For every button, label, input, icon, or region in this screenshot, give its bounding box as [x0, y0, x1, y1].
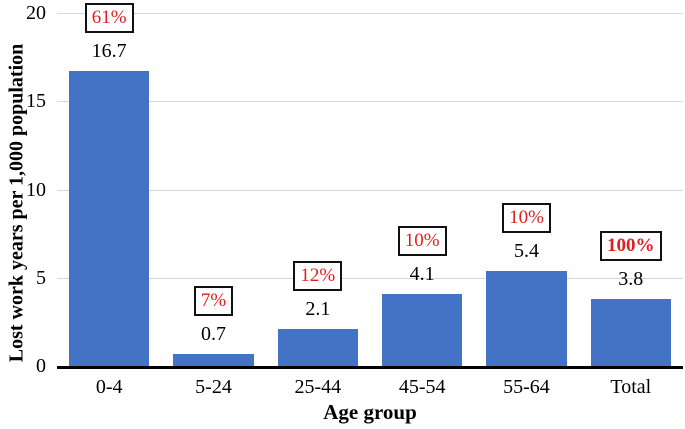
- bar-value-label: 3.8: [618, 267, 644, 290]
- annotation-box-wrap: 7%: [149, 285, 278, 316]
- bar-column: 3.8 100%: [579, 13, 683, 366]
- bar: [68, 71, 150, 366]
- x-tick-label: 45-54: [398, 376, 446, 398]
- annotation-box-wrap: 61%: [44, 3, 173, 34]
- gridline: [57, 101, 683, 103]
- annotation-box-wrap: 12%: [253, 260, 382, 291]
- x-axis-ticks: 0-4 5-24 25-44 45-54 55-64 Total: [57, 376, 683, 398]
- bar-column: 2.1 12%: [266, 13, 370, 366]
- annotation-box-wrap: 10%: [357, 225, 486, 256]
- x-tick-label: 55-64: [503, 376, 550, 398]
- x-axis-title: Age group: [323, 400, 417, 424]
- annotation-box-wrap: 10%: [462, 202, 591, 233]
- bar: [381, 293, 463, 366]
- bar-value-label: 4.1: [409, 262, 435, 285]
- bar-value-label: 5.4: [513, 239, 539, 262]
- percentage-annotation: 12%: [293, 260, 343, 291]
- bar-column: 0.7 7%: [161, 13, 265, 366]
- gridline: [57, 277, 683, 279]
- x-tick-label: Total: [610, 376, 652, 398]
- bar-value-label: 16.7: [91, 40, 127, 63]
- percentage-annotation: 61%: [84, 3, 134, 34]
- y-tick-label: 20: [26, 2, 46, 24]
- percentage-annotation: 10%: [397, 225, 447, 256]
- y-tick-label: 5: [36, 266, 46, 289]
- x-tick-label: 25-44: [294, 376, 342, 398]
- y-tick-label: 10: [26, 178, 46, 201]
- bar-value-label: 2.1: [305, 297, 331, 320]
- percentage-annotation: 10%: [502, 202, 551, 233]
- plot-area: 16.7 61% 0.7 7% 2.1 12% 4.1 10% 5.4 10% 3.8 100%: [57, 3, 683, 369]
- bar-value-label: 0.7: [200, 322, 226, 345]
- percentage-annotation: 7%: [193, 285, 234, 316]
- bar: [173, 353, 254, 366]
- y-tick-label: 15: [26, 90, 46, 113]
- x-tick-label: 0-4: [95, 376, 123, 398]
- bar: [277, 328, 358, 366]
- gridline: [57, 13, 683, 14]
- bar-column: 5.4 10%: [474, 13, 578, 366]
- annotation-box-wrap: 100%: [566, 230, 685, 261]
- bar-column: 16.7 61%: [57, 3, 161, 366]
- bar-column: 4.1 10%: [370, 13, 474, 366]
- percentage-annotation: 100%: [600, 230, 662, 261]
- x-tick-label: 5-24: [195, 376, 232, 398]
- y-tick-label: 0: [36, 355, 46, 377]
- bar: [486, 270, 567, 366]
- bar-columns: 16.7 61% 0.7 7% 2.1 12% 4.1 10% 5.4 10% 3.8 100%: [57, 3, 683, 366]
- gridline: [57, 189, 683, 191]
- bar: [590, 298, 671, 366]
